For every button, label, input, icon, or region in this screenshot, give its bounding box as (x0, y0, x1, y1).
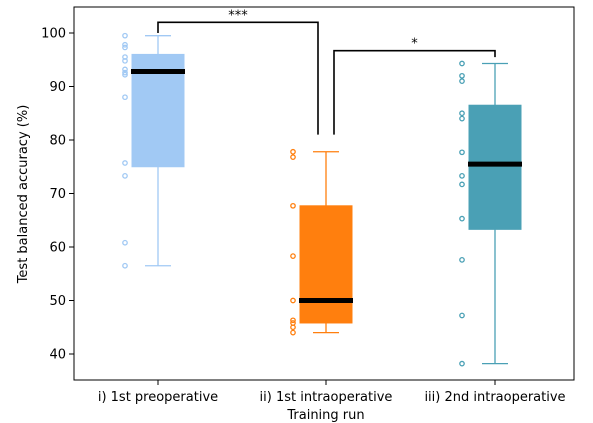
data-point (122, 69, 128, 76)
significance-label: *** (228, 8, 248, 23)
x-axis-label: Training run (286, 408, 364, 423)
data-point (122, 41, 128, 48)
data-point (459, 78, 465, 85)
x-tick-label: i) 1st preoperative (98, 390, 218, 405)
data-point (459, 149, 465, 156)
data-point (122, 32, 128, 39)
data-point (122, 57, 128, 64)
data-point (459, 115, 465, 122)
data-point (459, 172, 465, 179)
y-tick-label: 50 (49, 294, 66, 309)
axes-frame (73, 6, 575, 381)
y-tick-label: 70 (49, 187, 66, 202)
box-iqr (299, 205, 353, 324)
significance-label: * (411, 37, 418, 52)
significance-bracket (157, 21, 319, 135)
y-tick-label: 40 (49, 348, 66, 363)
data-point (290, 324, 296, 331)
data-point (459, 215, 465, 222)
data-point (290, 202, 296, 209)
data-point (122, 94, 128, 101)
data-point (290, 148, 296, 155)
data-point (459, 256, 465, 263)
data-point (122, 239, 128, 246)
data-point (290, 297, 296, 304)
data-point (459, 312, 465, 319)
data-point (459, 60, 465, 67)
data-point (459, 72, 465, 79)
data-point (290, 317, 296, 324)
x-tick-label: ii) 1st intraoperative (260, 390, 393, 405)
y-axis-label: Test balanced accuracy (%) (16, 105, 31, 285)
box-group (459, 60, 522, 367)
data-point (459, 110, 465, 117)
box-iqr (468, 104, 522, 230)
box-group (122, 32, 185, 269)
data-point (122, 44, 128, 51)
data-point (122, 54, 128, 60)
data-point (290, 329, 296, 336)
y-tick-label: 60 (49, 241, 66, 256)
data-point (122, 172, 128, 179)
box-group (290, 148, 353, 336)
data-point (122, 66, 128, 73)
y-tick-label: 90 (49, 80, 66, 95)
data-point (122, 160, 128, 166)
data-point (290, 253, 296, 259)
data-point (459, 360, 465, 367)
y-tick-label: 100 (41, 27, 66, 42)
data-point (122, 262, 128, 269)
data-point (122, 71, 128, 78)
data-point (290, 154, 296, 160)
plot-area: 40 50 60 70 80 90 100 i) 1st preoperative ii) 1s… (41, 8, 565, 405)
y-tick-label: 80 (49, 134, 66, 149)
x-tick-label: iii) 2nd intraoperative (424, 390, 565, 405)
data-point (459, 181, 465, 188)
significance-bracket (333, 49, 496, 135)
